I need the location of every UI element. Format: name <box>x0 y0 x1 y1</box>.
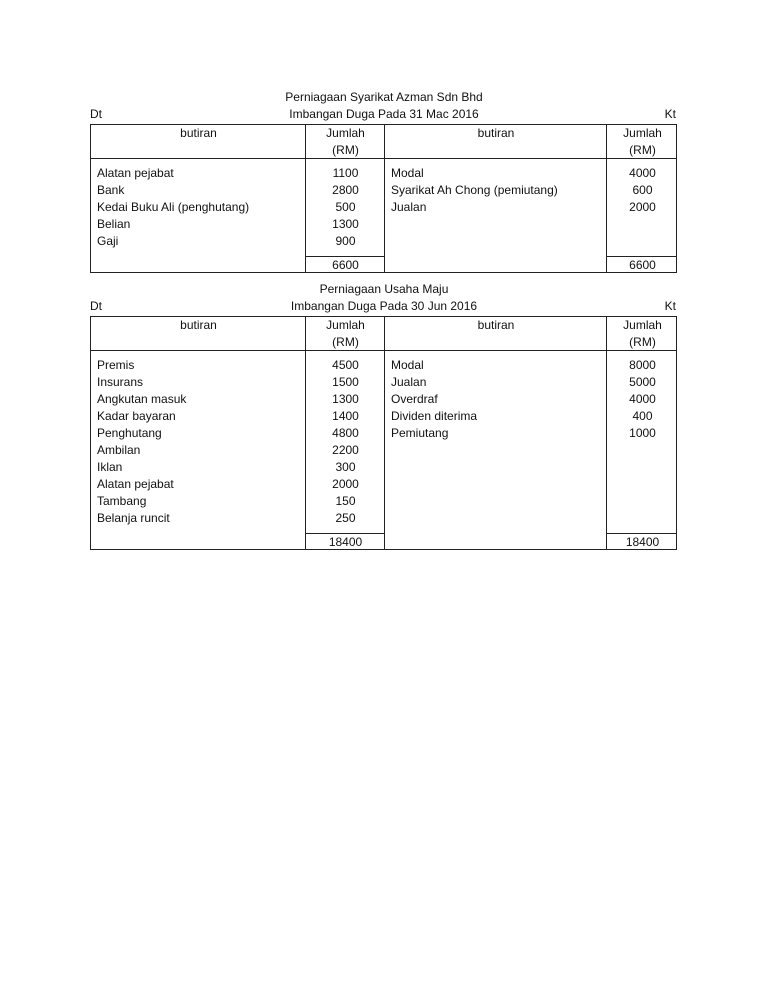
credit-amount: 400 <box>632 409 653 423</box>
debit-amount: 250 <box>335 511 356 525</box>
credit-amount: 2000 <box>629 200 656 214</box>
credit-label: Kt <box>664 107 676 121</box>
debit-item: Ambilan <box>97 443 141 457</box>
debit-total: 18400 <box>328 535 363 549</box>
debit-amount: 4800 <box>332 426 359 440</box>
credit-item: Pemiutang <box>391 426 449 440</box>
debit-amount: 2000 <box>332 477 359 491</box>
credit-item: Syarikat Ah Chong (pemiutang) <box>391 183 558 197</box>
header-butiran-debit: butiran <box>180 126 217 140</box>
header-jumlah-credit: Jumlah <box>623 318 662 332</box>
total-divider <box>305 533 384 534</box>
total-divider <box>305 256 384 257</box>
credit-item: Modal <box>391 358 424 372</box>
debit-amount: 1100 <box>332 166 359 180</box>
debit-item: Premis <box>97 358 135 372</box>
header-unit-debit: (RM) <box>332 335 359 349</box>
credit-item: Modal <box>391 166 424 180</box>
column-divider <box>384 317 385 549</box>
debit-item: Gaji <box>97 234 119 248</box>
debit-amount: 1400 <box>332 409 359 423</box>
debit-label: Dt <box>90 299 102 313</box>
debit-amount: 1300 <box>332 392 359 406</box>
credit-amount: 5000 <box>629 375 656 389</box>
debit-amount: 900 <box>335 234 356 248</box>
column-divider <box>606 125 607 272</box>
debit-amount: 150 <box>335 494 356 508</box>
credit-item: Jualan <box>391 200 427 214</box>
debit-amount: 1500 <box>332 375 359 389</box>
debit-amount: 2200 <box>332 443 359 457</box>
column-divider <box>606 317 607 549</box>
debit-item: Belian <box>97 217 131 231</box>
debit-item: Angkutan masuk <box>97 392 187 406</box>
credit-amount: 4000 <box>629 166 656 180</box>
header-jumlah-debit: Jumlah <box>326 126 365 140</box>
credit-amount: 8000 <box>629 358 656 372</box>
header-unit-debit: (RM) <box>332 143 359 157</box>
credit-label: Kt <box>664 299 676 313</box>
debit-amount: 300 <box>335 460 356 474</box>
header-butiran-credit: butiran <box>477 126 515 140</box>
credit-total: 18400 <box>625 535 660 549</box>
company-name: Perniagaan Usaha Maju <box>319 282 449 296</box>
debit-item: Iklan <box>97 460 123 474</box>
debit-item: Alatan pejabat <box>97 477 174 491</box>
statement-title: Imbangan Duga Pada 30 Jun 2016 <box>290 299 478 313</box>
header-unit-credit: (RM) <box>629 143 656 157</box>
debit-item: Kedai Buku Ali (penghutang) <box>97 200 250 214</box>
credit-item: Dividen diterima <box>391 409 478 423</box>
credit-amount: 1000 <box>629 426 656 440</box>
debit-amount: 1300 <box>332 217 359 231</box>
debit-amount: 4500 <box>332 358 359 372</box>
debit-item: Kadar bayaran <box>97 409 176 423</box>
header-butiran-credit: butiran <box>477 318 515 332</box>
column-divider <box>305 317 306 549</box>
debit-item: Tambang <box>97 494 147 508</box>
credit-amount: 4000 <box>629 392 656 406</box>
trial-balance-table: butiran Jumlah (RM) butiran Jumlah (RM) Premis… <box>90 316 677 550</box>
debit-amount: 500 <box>335 200 356 214</box>
statement-title: Imbangan Duga Pada 31 Mac 2016 <box>289 107 479 121</box>
total-divider <box>606 256 677 257</box>
total-divider <box>606 533 677 534</box>
column-divider <box>305 125 306 272</box>
credit-item: Jualan <box>391 375 427 389</box>
debit-total: 6600 <box>332 258 359 272</box>
header-divider <box>91 350 676 351</box>
header-jumlah-credit: Jumlah <box>623 126 662 140</box>
header-unit-credit: (RM) <box>629 335 656 349</box>
header-jumlah-debit: Jumlah <box>326 318 365 332</box>
debit-item: Alatan pejabat <box>97 166 174 180</box>
debit-item: Insurans <box>97 375 144 389</box>
debit-item: Belanja runcit <box>97 511 170 525</box>
debit-item: Bank <box>97 183 125 197</box>
company-name: Perniagaan Syarikat Azman Sdn Bhd <box>285 90 483 104</box>
credit-total: 6600 <box>629 258 656 272</box>
credit-amount: 600 <box>632 183 653 197</box>
header-butiran-debit: butiran <box>180 318 217 332</box>
debit-item: Penghutang <box>97 426 162 440</box>
header-divider <box>91 158 676 159</box>
column-divider <box>384 125 385 272</box>
credit-item: Overdraf <box>391 392 438 406</box>
debit-label: Dt <box>90 107 102 121</box>
trial-balance-table: butiran Jumlah (RM) butiran Jumlah (RM) Alatan… <box>90 124 677 273</box>
debit-amount: 2800 <box>332 183 359 197</box>
